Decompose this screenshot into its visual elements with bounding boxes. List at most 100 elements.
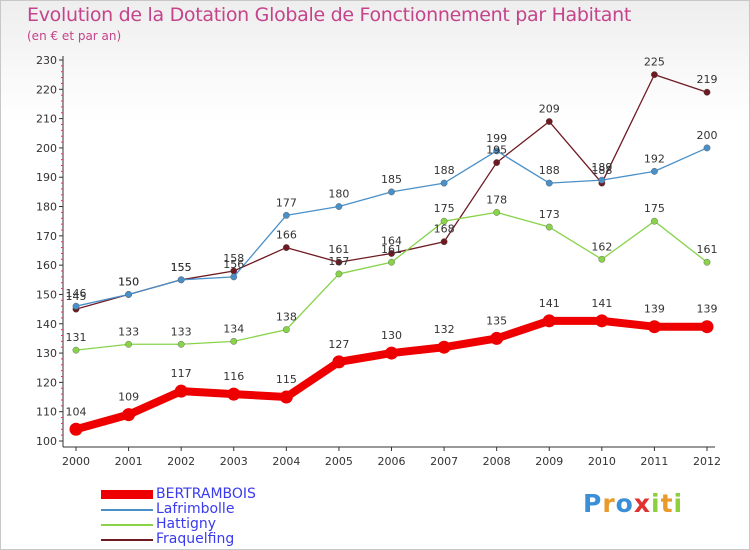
y-tick-label: 100 (36, 435, 57, 448)
legend-swatch (101, 524, 153, 526)
data-label: 161 (328, 243, 349, 256)
data-label: 141 (591, 297, 612, 310)
logo-letter: r (602, 489, 616, 518)
proxiti-logo: Proxiti (583, 489, 683, 518)
data-point (703, 258, 711, 266)
x-tick-label: 2011 (640, 455, 668, 468)
data-label: 117 (171, 367, 192, 380)
data-label: 209 (539, 103, 560, 116)
data-label: 155 (171, 261, 192, 274)
data-label: 116 (223, 370, 244, 383)
data-label: 127 (328, 338, 349, 351)
data-label: 115 (276, 373, 297, 386)
data-point (651, 217, 658, 225)
data-label: 139 (644, 303, 665, 316)
x-tick-label: 2005 (325, 455, 353, 468)
logo-letter: i (673, 489, 684, 518)
data-point (282, 211, 290, 219)
y-tick-label: 190 (36, 171, 57, 184)
data-label: 164 (381, 234, 402, 247)
data-point (598, 176, 606, 184)
logo-letter: P (583, 489, 603, 518)
data-point (177, 340, 185, 348)
data-label: 219 (697, 73, 718, 86)
data-point (598, 255, 606, 263)
logo-letter: i (651, 489, 661, 518)
chart-title: Evolution de la Dotation Globale de Fonc… (27, 4, 632, 26)
x-tick-label: 2000 (62, 455, 90, 468)
data-point (545, 223, 553, 231)
data-point (651, 167, 658, 175)
y-tick-label: 150 (36, 288, 57, 301)
data-label: 138 (276, 311, 297, 324)
data-point (122, 408, 136, 422)
data-point (388, 188, 395, 196)
data-point (545, 118, 553, 125)
data-point (69, 422, 83, 436)
data-label: 161 (381, 243, 402, 256)
data-label: 158 (223, 252, 244, 265)
data-label: 155 (171, 261, 192, 274)
data-label: 180 (328, 188, 349, 201)
y-tick-label: 230 (36, 54, 57, 67)
data-point (335, 258, 343, 266)
y-tick-label: 170 (36, 230, 57, 243)
data-label: 132 (434, 323, 455, 336)
legend-label: Lafrimbolle (156, 501, 235, 517)
data-label: 175 (434, 202, 455, 215)
data-point (332, 355, 346, 369)
data-label: 133 (118, 325, 139, 338)
data-label: 133 (171, 325, 192, 338)
data-label: 168 (434, 223, 455, 236)
data-point (490, 331, 504, 345)
data-point (595, 314, 609, 328)
data-point (177, 276, 185, 284)
data-point (72, 346, 80, 354)
logo-letter: t (660, 489, 674, 518)
x-tick-label: 2003 (220, 455, 248, 468)
data-label: 200 (697, 129, 718, 142)
data-point (651, 71, 658, 79)
data-point (388, 250, 395, 257)
data-label: 178 (486, 193, 507, 206)
data-label: 150 (118, 275, 139, 288)
line-chart: 100 110 120 130 140 150 160 170 180 190 200 210 220 2… (36, 54, 721, 468)
data-point (282, 244, 290, 251)
y-tick-label: 110 (36, 406, 57, 419)
data-point (125, 291, 132, 298)
y-tick-label: 180 (36, 201, 57, 214)
data-point (703, 88, 711, 96)
x-tick-label: 2010 (588, 455, 616, 468)
logo-letter: x (633, 489, 651, 518)
data-point (227, 387, 241, 401)
data-point (700, 320, 714, 334)
y-tick-label: 130 (36, 347, 57, 360)
data-label: 188 (591, 164, 612, 177)
data-label: 109 (118, 391, 139, 404)
data-point (72, 302, 80, 310)
y-tick-label: 140 (36, 318, 57, 331)
data-label: 188 (434, 164, 455, 177)
legend-swatch (101, 539, 153, 541)
data-point (282, 326, 290, 334)
x-tick-label: 2007 (430, 455, 458, 468)
x-tick-label: 2008 (483, 455, 511, 468)
data-point (279, 390, 293, 404)
legend-label: Hattigny (156, 516, 217, 532)
legend-label: BERTRAMBOIS (156, 486, 256, 502)
data-label: 134 (223, 322, 244, 335)
x-tick-label: 2001 (115, 455, 143, 468)
data-label: 177 (276, 196, 297, 209)
y-tick-label: 220 (36, 83, 57, 96)
data-point (440, 238, 448, 246)
data-label: 150 (118, 275, 139, 288)
data-point (335, 203, 343, 210)
series-line-lafrimbolle (75, 147, 708, 307)
data-point (545, 179, 553, 187)
x-tick-label: 2006 (378, 455, 406, 468)
data-label: 145 (66, 290, 87, 303)
data-label: 173 (539, 208, 560, 221)
data-label: 141 (539, 297, 560, 310)
data-point (542, 314, 556, 328)
